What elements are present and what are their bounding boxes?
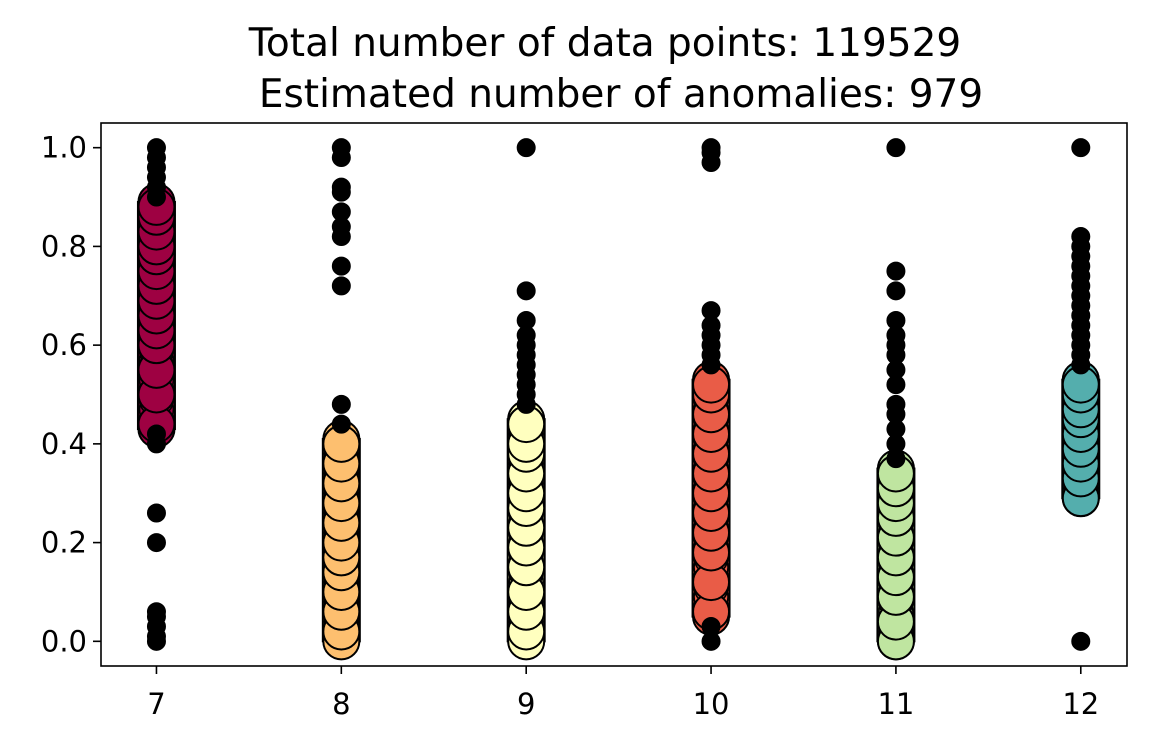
series-12 xyxy=(1061,138,1101,651)
y-tick-label: 1.0 xyxy=(41,131,87,165)
anomaly-point xyxy=(701,617,721,637)
plot-area xyxy=(136,138,1101,661)
anomaly-point xyxy=(1071,138,1091,158)
anomaly-point xyxy=(146,533,166,553)
anomaly-point xyxy=(331,414,351,434)
chart-title: Total number of data points: 119529 xyxy=(248,21,962,66)
anomaly-point xyxy=(331,256,351,276)
series-11 xyxy=(876,138,916,661)
anomaly-point xyxy=(701,138,721,158)
y-tick-label: 0.4 xyxy=(41,427,87,461)
anomaly-point xyxy=(146,424,166,444)
y-tick-label: 0.0 xyxy=(41,624,87,658)
anomaly-point xyxy=(886,310,906,330)
anomaly-point xyxy=(886,281,906,301)
anomaly-point xyxy=(516,310,536,330)
anomaly-point xyxy=(516,138,536,158)
anomaly-point xyxy=(886,394,906,414)
anomaly-point xyxy=(516,281,536,301)
anomaly-point xyxy=(331,202,351,222)
anomaly-point xyxy=(1071,631,1091,651)
anomaly-point xyxy=(331,177,351,197)
chart-subtitle: Estimated number of anomalies: 979 xyxy=(259,72,983,117)
series-7 xyxy=(136,138,176,651)
x-tick-label: 11 xyxy=(877,687,914,721)
anomaly-point xyxy=(331,138,351,158)
anomaly-point xyxy=(146,503,166,523)
series-9 xyxy=(506,138,546,661)
y-tick-label: 0.8 xyxy=(41,229,87,263)
anomaly-point xyxy=(886,261,906,281)
anomaly-point xyxy=(1071,227,1091,247)
axes-frame xyxy=(100,122,1128,667)
anomaly-point xyxy=(146,138,166,158)
y-tick-label: 0.6 xyxy=(41,328,87,362)
anomaly-point xyxy=(701,301,721,321)
y-tick-label: 0.2 xyxy=(41,526,87,560)
x-tick-label: 8 xyxy=(332,687,350,721)
x-tick-label: 9 xyxy=(517,687,535,721)
x-tick-label: 12 xyxy=(1062,687,1099,721)
series-8 xyxy=(321,138,361,661)
anomaly-point xyxy=(331,394,351,414)
anomaly-point xyxy=(331,276,351,296)
x-tick-label: 7 xyxy=(147,687,165,721)
series-10 xyxy=(691,138,731,651)
axes: 7 8 9 10 11 12 0.0 0.2 0.4 0.6 0.8 1.0 xyxy=(41,131,1099,721)
anomaly-point xyxy=(886,138,906,158)
x-tick-label: 10 xyxy=(693,687,730,721)
anomaly-point xyxy=(146,602,166,622)
